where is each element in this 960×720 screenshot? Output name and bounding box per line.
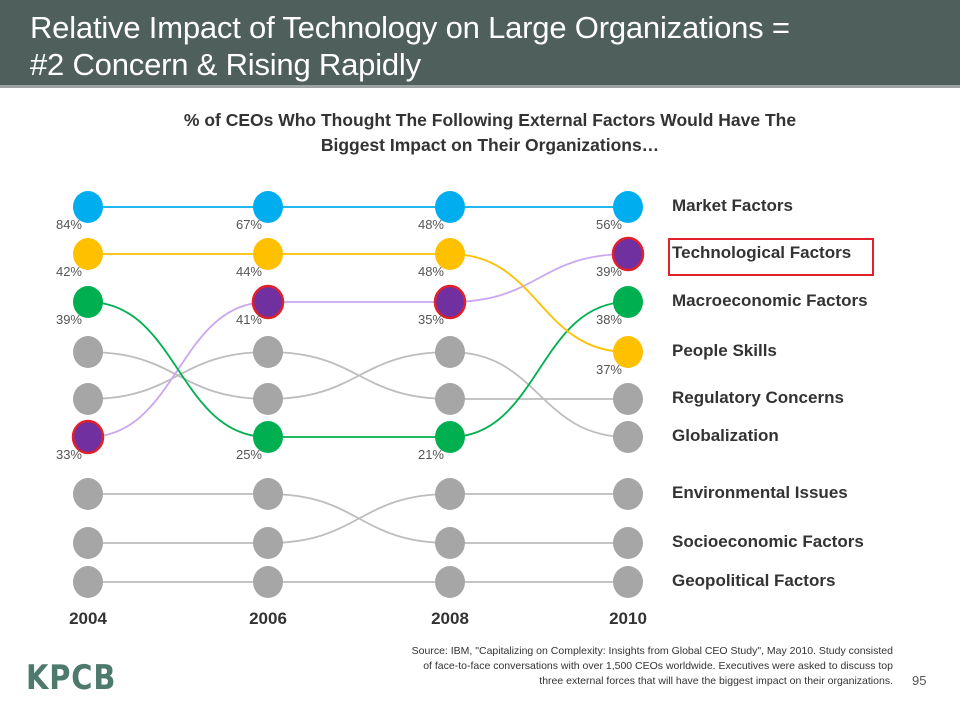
value-label-macroeconomic-factors-2006: 25% (236, 447, 262, 462)
series-line-socioeconomic-factors (88, 493, 628, 544)
dot-macroeconomic-factors-2010 (613, 286, 643, 318)
x-axis-labels: 2004 2006 2008 2010 (69, 609, 647, 628)
value-label-technological-factors-2008: 35% (418, 312, 444, 327)
dot-macroeconomic-factors-2006 (253, 421, 283, 453)
series-line-regulatory-concerns (87, 351, 628, 400)
title-bar: Relative Impact of Technology on Large O… (0, 0, 960, 88)
slide-title-line-2: #2 Concern & Rising Rapidly (30, 47, 421, 82)
dot-geopolitical-factors-2010 (613, 566, 643, 598)
dot-socioeconomic-factors-2004 (73, 478, 103, 510)
page-number: 95 (912, 673, 927, 688)
dot-people-skills-2008 (435, 238, 465, 270)
dot-macroeconomic-factors-2008 (435, 421, 465, 453)
dot-macroeconomic-factors-2004 (73, 286, 103, 318)
dot-technological-factors-2010 (611, 236, 645, 272)
source-line-2: of face-to-face conversations with over … (423, 660, 893, 672)
x-tick-2006: 2006 (249, 609, 287, 628)
series-line-technological-factors (87, 253, 629, 438)
series-label-geopolitical-factors: Geopolitical Factors (672, 571, 836, 590)
dot-globalization-2008 (435, 336, 465, 368)
dot-globalization-2010 (613, 421, 643, 453)
value-label-technological-factors-2006: 41% (236, 312, 262, 327)
dot-people-skills-2006 (253, 238, 283, 270)
value-label-technological-factors-2010: 39% (596, 264, 622, 279)
dot-regulatory-concerns-2008 (435, 383, 465, 415)
series-label-macroeconomic-factors: Macroeconomic Factors (672, 291, 868, 310)
series-lines (87, 206, 629, 583)
value-label-people-skills-2008: 48% (418, 264, 444, 279)
dot-geopolitical-factors-2004 (73, 566, 103, 598)
x-tick-2010: 2010 (609, 609, 647, 628)
dot-technological-factors-2006 (251, 284, 285, 320)
highlight-box (668, 238, 874, 276)
series-label-technological-factors: Technological Factors (672, 243, 852, 262)
dot-regulatory-concerns-2006 (253, 336, 283, 368)
series-dots (71, 191, 645, 598)
value-label-technological-factors-2004: 33% (56, 447, 82, 462)
series-line-macroeconomic-factors (87, 301, 629, 438)
dot-globalization-2004 (73, 336, 103, 368)
dot-geopolitical-factors-2006 (253, 566, 283, 598)
dot-geopolitical-factors-2008 (435, 566, 465, 598)
source-note: Source: IBM, "Capitalizing on Complexity… (330, 644, 893, 689)
value-labels: 84% 67% 48% 56% 33% 41% 35% 39% 39% 25% 21% 38% 42% 4… (56, 217, 622, 462)
series-label-globalization: Globalization (672, 426, 779, 445)
dot-environmental-issues-2008 (435, 478, 465, 510)
dot-regulatory-concerns-2010 (613, 383, 643, 415)
source-line-1: Source: IBM, "Capitalizing on Complexity… (411, 645, 893, 657)
dot-environmental-issues-2010 (613, 478, 643, 510)
chart-title-line-2: Biggest Impact on Their Organizations… (320, 135, 660, 155)
value-label-market-factors-2004: 84% (56, 217, 82, 232)
dot-market-factors-2006 (253, 191, 283, 223)
dot-socioeconomic-factors-2006 (253, 478, 283, 510)
dot-market-factors-2004 (73, 191, 103, 223)
value-label-macroeconomic-factors-2004: 39% (56, 312, 82, 327)
dot-technological-factors-2008 (433, 284, 467, 320)
source-line-3: three external forces that will have the… (539, 675, 893, 687)
dot-people-skills-2010 (613, 336, 643, 368)
value-label-market-factors-2006: 67% (236, 217, 262, 232)
value-label-people-skills-2004: 42% (56, 264, 82, 279)
chart-title-line-1: % of CEOs Who Thought The Following Exte… (183, 110, 797, 130)
series-label-market-factors: Market Factors (672, 196, 793, 215)
series-label-people-skills: People Skills (672, 341, 777, 360)
dot-environmental-issues-2004 (73, 527, 103, 559)
x-tick-2004: 2004 (69, 609, 107, 628)
dot-technological-factors-2004 (71, 419, 105, 455)
value-label-macroeconomic-factors-2008: 21% (418, 447, 444, 462)
value-label-people-skills-2006: 44% (236, 264, 262, 279)
slide-title-line-1: Relative Impact of Technology on Large O… (30, 10, 790, 45)
series-label-environmental-issues: Environmental Issues (672, 483, 848, 502)
x-tick-2008: 2008 (431, 609, 469, 628)
dot-regulatory-concerns-2004 (73, 383, 103, 415)
dot-socioeconomic-factors-2008 (435, 527, 465, 559)
series-label-socioeconomic-factors: Socioeconomic Factors (672, 532, 864, 551)
dot-people-skills-2004 (73, 238, 103, 270)
series-line-globalization (87, 351, 629, 438)
value-label-market-factors-2008: 48% (418, 217, 444, 232)
dot-market-factors-2010 (613, 191, 643, 223)
chart-title: % of CEOs Who Thought The Following Exte… (90, 108, 890, 158)
dot-environmental-issues-2006 (253, 527, 283, 559)
slide-title: Relative Impact of Technology on Large O… (30, 9, 790, 83)
dot-market-factors-2008 (435, 191, 465, 223)
kpcb-logo: KPCB (26, 658, 117, 698)
series-label-regulatory-concerns: Regulatory Concerns (672, 388, 844, 407)
value-label-market-factors-2010: 56% (596, 217, 622, 232)
value-label-people-skills-2010: 37% (596, 362, 622, 377)
dot-globalization-2006 (253, 383, 283, 415)
dot-socioeconomic-factors-2010 (613, 527, 643, 559)
series-line-people-skills (88, 253, 629, 353)
value-label-macroeconomic-factors-2010: 38% (596, 312, 622, 327)
